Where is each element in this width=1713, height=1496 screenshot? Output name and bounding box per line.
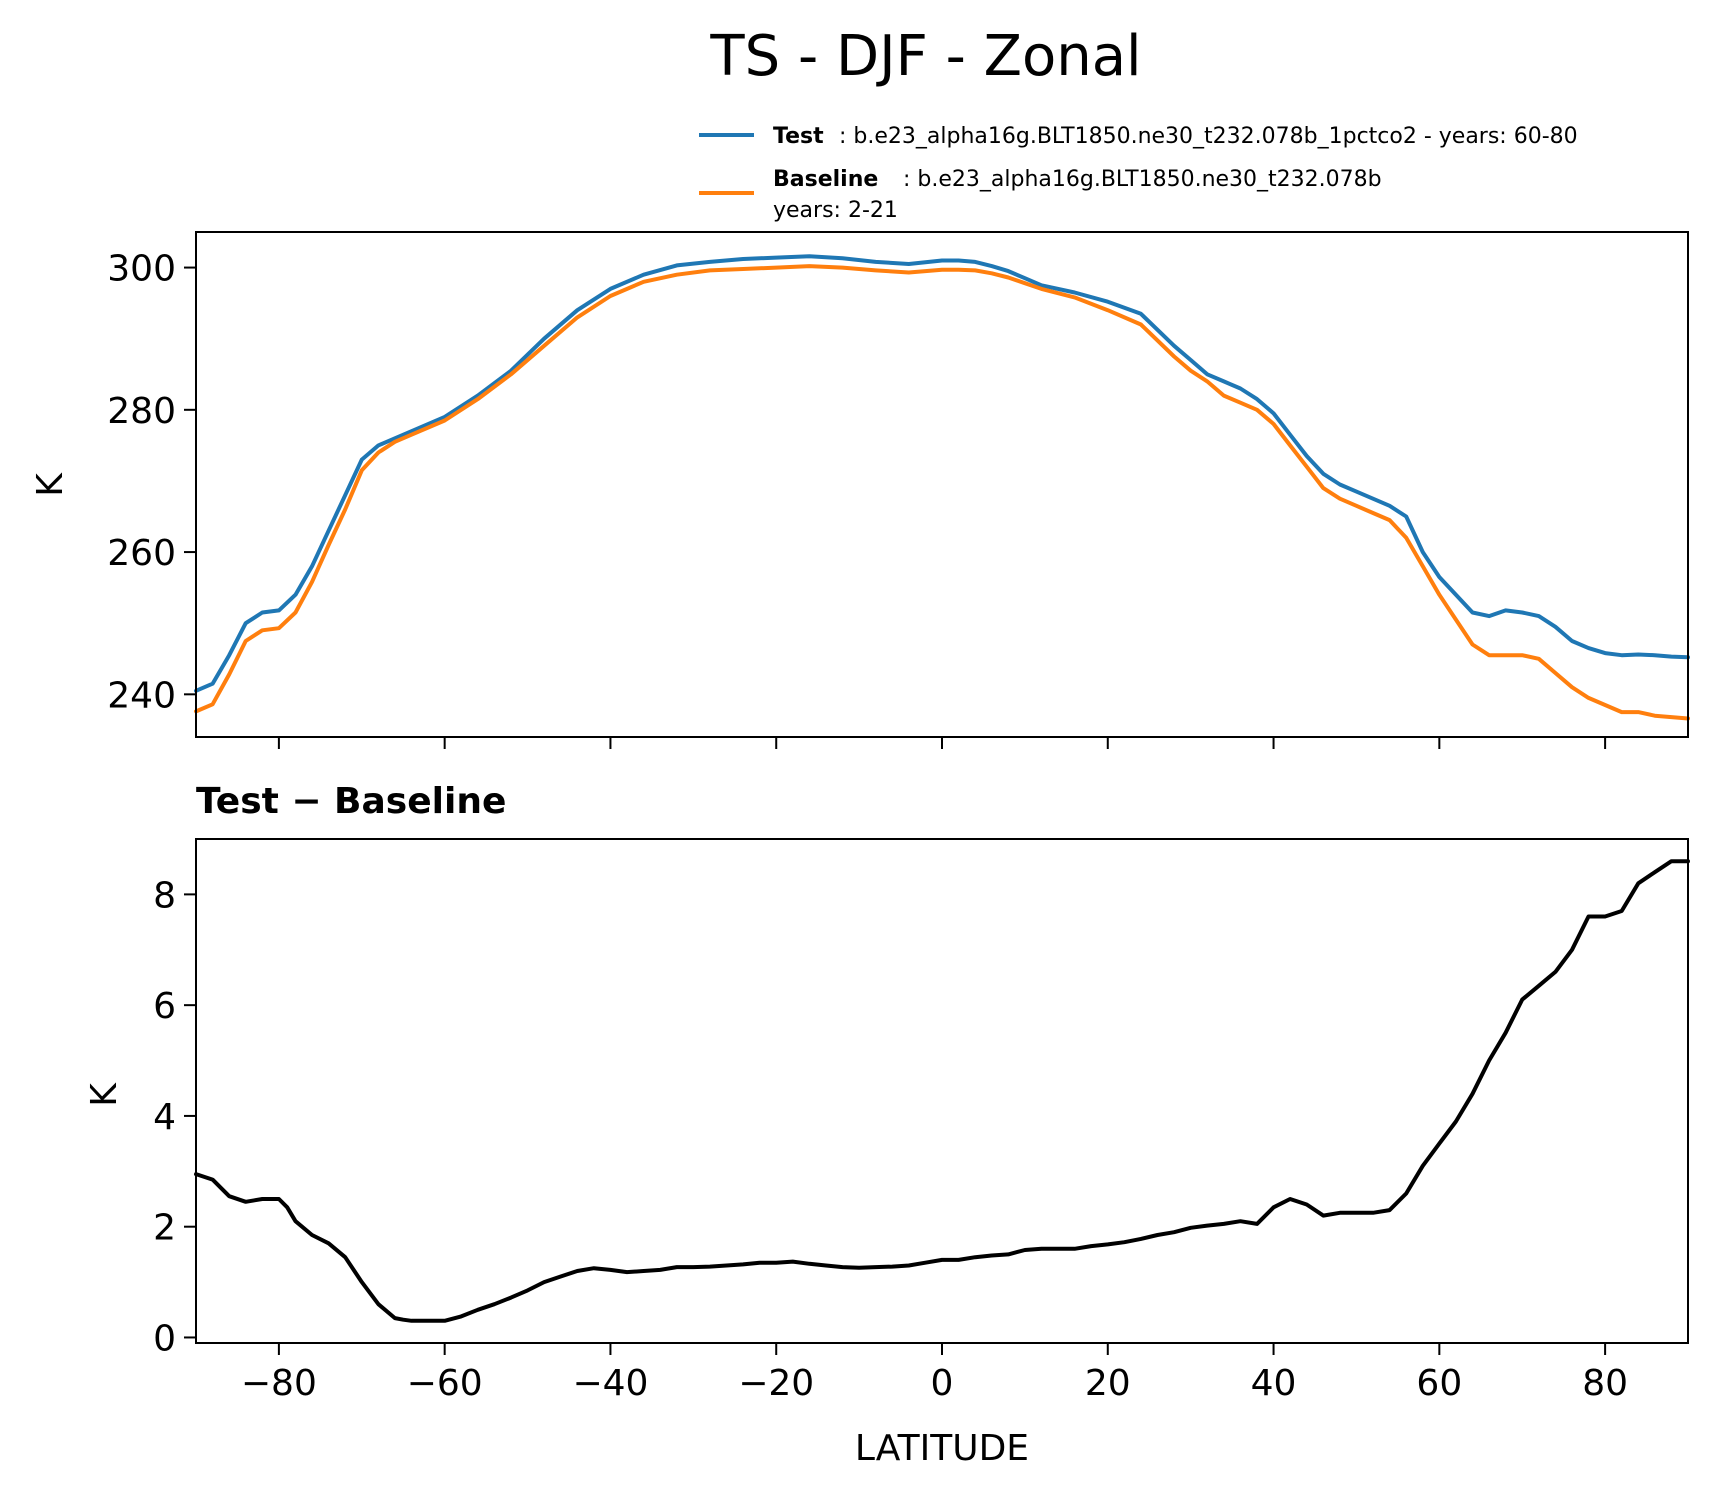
bottom-x-tick-label: −60 [407, 1363, 483, 1404]
top-y-ticks: 240 260 280 300 [107, 249, 196, 716]
top-series-lines [194, 254, 1690, 721]
difference-series-line [194, 859, 1690, 1323]
bottom-plot-frame [195, 838, 1689, 1344]
bottom-y-tick-label: 2 [153, 1208, 176, 1249]
bottom-y-tick-label: 8 [153, 875, 176, 916]
bottom-y-ticks: 0 2 4 6 8 [153, 875, 196, 1359]
top-y-axis-label: K [30, 472, 71, 497]
difference-plot: Test − Baseline −80 −60 −40 −20 0 20 40 60 80 0 2… [84, 781, 1690, 1469]
top-y-tick-label: 280 [107, 391, 176, 432]
figure-title: TS - DJF - Zonal [709, 24, 1141, 89]
bottom-y-tick-label: 6 [153, 986, 176, 1027]
x-axis-label: LATITUDE [855, 1428, 1029, 1469]
legend-test-description: : b.e23_alpha16g.BLT1850.ne30_t232.078b_… [839, 124, 1578, 149]
bottom-x-tick-label: −20 [738, 1363, 814, 1404]
legend-baseline-description: : b.e23_alpha16g.BLT1850.ne30_t232.078b [903, 167, 1382, 192]
bottom-x-tick-label: 40 [1251, 1363, 1297, 1404]
legend-test-label: Test [773, 124, 824, 149]
bottom-x-ticks: −80 −60 −40 −20 0 20 40 60 80 [241, 1343, 1628, 1404]
bottom-x-tick-label: −40 [572, 1363, 648, 1404]
legend: Test : b.e23_alpha16g.BLT1850.ne30_t232.… [699, 124, 1578, 223]
bottom-x-tick-label: 60 [1416, 1363, 1462, 1404]
difference-plot-title: Test − Baseline [196, 781, 506, 822]
top-y-tick-label: 240 [107, 675, 176, 716]
top-plot-frame [195, 231, 1689, 738]
top-x-ticks [277, 737, 1607, 749]
bottom-y-tick-label: 4 [153, 1097, 176, 1138]
bottom-series-line-difference [194, 859, 1690, 1323]
bottom-x-tick-label: 20 [1085, 1363, 1131, 1404]
top-y-tick-label: 260 [107, 533, 176, 574]
bottom-x-tick-label: −80 [241, 1363, 317, 1404]
bottom-x-tick-label: 80 [1582, 1363, 1628, 1404]
bottom-y-tick-label: 0 [153, 1318, 176, 1359]
bottom-x-tick-label: 0 [931, 1363, 954, 1404]
legend-baseline-label: Baseline [773, 167, 878, 192]
top-series-line-baseline [194, 264, 1690, 721]
top-series-line-test [194, 254, 1690, 693]
zonal-mean-plot: 240 260 280 300 K [30, 231, 1690, 749]
legend-baseline-years: years: 2-21 [773, 198, 898, 223]
top-y-tick-label: 300 [107, 249, 176, 290]
bottom-y-axis-label: K [84, 1082, 125, 1107]
